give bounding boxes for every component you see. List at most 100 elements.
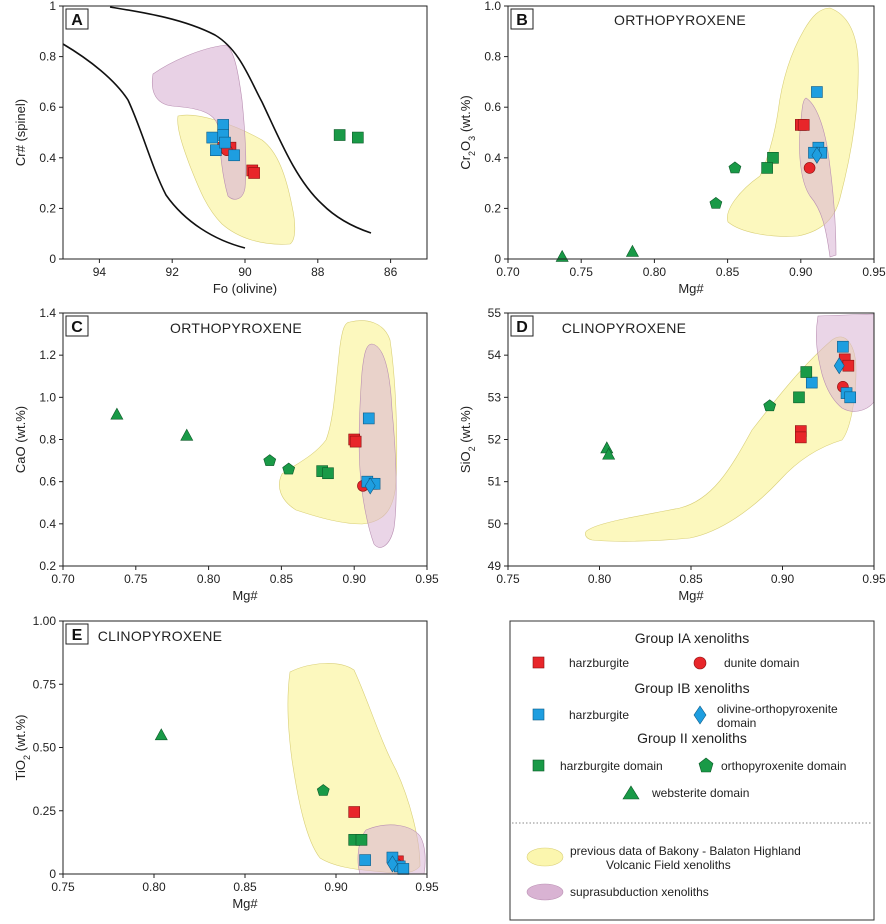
panel-d-ytick-label: 54: [488, 348, 502, 362]
panel-d-point: [805, 376, 818, 389]
panel-d-xtick-label: 0.85: [679, 572, 703, 586]
panel-c-label-box: [65, 315, 89, 337]
panel-a-point: [352, 131, 364, 144]
panel-b-point: [709, 196, 723, 209]
panel-d-point: [793, 391, 805, 404]
legend-group-ib-title: Group IB xenoliths: [634, 680, 749, 696]
legend-ia-harzburgite-marker: [532, 656, 545, 669]
panel-b-xtick-label: 0.95: [862, 265, 886, 279]
panel-b-point: [803, 162, 816, 174]
panel-b-xtick-label: 0.85: [716, 265, 740, 279]
panel-a-points: [206, 119, 364, 179]
panel-c-ytick-label: 1.0: [39, 390, 56, 404]
panel-e-point: [387, 855, 398, 873]
panel-d-axes: 0.75 0.80 0.85 0.90 0.95 49 50 51 52 53 54 55 Mg# SiO…: [458, 306, 886, 603]
panel-c-ytick-label: 1.2: [39, 348, 56, 362]
panel-b-yellow-field: [727, 7, 859, 237]
panel-b-ytick-label: 0.6: [484, 100, 501, 114]
panel-c-point: [282, 462, 296, 475]
legend-ii-harzburgite-label: harzburgite domain: [560, 759, 663, 773]
panel-a-point: [228, 149, 240, 162]
panel-d-label: D: [516, 319, 528, 336]
panel-b-xtick-label: 0.70: [496, 265, 520, 279]
panel-e-ytick-label: 0.75: [33, 677, 57, 691]
panel-a-point: [333, 129, 346, 141]
panel-d-fields: [585, 313, 875, 542]
panel-a-xtick-label: 94: [93, 265, 107, 279]
panel-c-point: [263, 454, 277, 466]
panel-b-xtick-label: 0.90: [789, 265, 813, 279]
panel-c-ytick-label: 1.4: [39, 306, 56, 320]
panel-e-xtick-label: 0.80: [142, 880, 166, 894]
panel-a-label-box: [65, 8, 89, 30]
panel-b-point: [761, 162, 773, 174]
legend-ia-harzburgite-label: harzburgite: [569, 656, 629, 670]
panel-e-xtick-label: 0.75: [51, 880, 75, 894]
panel-b: 0.70 0.75 0.80 0.85 0.90 0.95 0 0.2 0.4 0.6 0.8 1.0…: [458, 0, 886, 296]
panel-e-xtick-label: 0.95: [415, 880, 439, 894]
panel-b-ytick-label: 0.8: [484, 50, 501, 64]
panel-a-xtick-label: 88: [311, 265, 325, 279]
panel-d: 0.75 0.80 0.85 0.90 0.95 49 50 51 52 53 54 55 Mg# SiO…: [458, 306, 886, 603]
panel-e-point: [348, 806, 361, 818]
panel-a-xtick-label: 90: [238, 265, 252, 279]
panel-a-ylabel: Cr# (spinel): [13, 99, 28, 166]
panel-b-xlabel: Mg#: [678, 281, 704, 296]
legend-ia-dunite-label: dunite domain: [724, 656, 799, 670]
legend-group-ia-title: Group IA xenoliths: [635, 630, 749, 646]
panel-c-xtick-label: 0.70: [51, 572, 75, 586]
panel-c-ytick-label: 0.2: [39, 559, 56, 573]
panel-b-point: [797, 119, 810, 131]
legend-supra-label: suprasubduction xenoliths: [570, 885, 709, 899]
panel-a-axes: 94 92 90 88 86 0 0.2 0.4 0.6 0.8 1 Fo (olivine) Cr# …: [13, 0, 398, 296]
panel-a-ytick-label: 0.8: [39, 50, 56, 64]
panel-a-xtick-label: 86: [384, 265, 398, 279]
panel-d-ytick-label: 51: [488, 475, 502, 489]
panel-c-xtick-label: 0.75: [124, 572, 148, 586]
panel-c-point: [349, 435, 362, 448]
panel-c-ytick-label: 0.8: [39, 433, 56, 447]
panel-e-points: [154, 728, 410, 875]
panel-c-point: [180, 428, 194, 441]
panel-a-label: A: [71, 12, 83, 29]
panel-d-xtick-label: 0.75: [496, 572, 520, 586]
panel-c-xtick-label: 0.80: [197, 572, 221, 586]
panel-b-label: B: [516, 12, 528, 29]
panel-b-point: [728, 161, 742, 174]
panel-e: 0.75 0.80 0.85 0.90 0.95 0 0.25 0.50 0.75 1.00 Mg#…: [13, 614, 439, 911]
panel-d-point: [833, 357, 845, 375]
panel-a-ytick-label: 0.4: [39, 151, 56, 165]
panel-d-point: [837, 340, 849, 353]
panel-d-point: [794, 431, 807, 444]
panel-e-title: CLINOPYROXENE: [98, 628, 223, 644]
legend-field-yellow-swatch: [526, 847, 564, 867]
panel-b-point: [625, 244, 639, 257]
panel-e-xtick-label: 0.90: [324, 880, 348, 894]
panel-a-fields: [151, 44, 296, 245]
panel-e-pink-field: [357, 824, 426, 875]
panel-a-ytick-label: 0.6: [39, 100, 56, 114]
panel-a-pink-field: [151, 44, 247, 200]
panel-e-point: [397, 863, 410, 875]
panel-d-xlabel: Mg#: [678, 588, 704, 603]
panel-b-label-box: [510, 8, 534, 30]
panel-a-boundary-curve-left: [62, 43, 246, 249]
panel-b-ytick-label: 0: [494, 252, 501, 266]
panel-c-pink-field: [358, 343, 397, 548]
panel-b-fields: [727, 7, 859, 258]
legend-ib-harzburgite-label: harzburgite: [569, 708, 629, 722]
panel-e-point: [316, 784, 330, 796]
legend: Group IA xenoliths harzburgite dunite do…: [509, 620, 875, 921]
panel-d-ylabel: SiO2 (wt.%): [458, 406, 477, 473]
legend-ia-dunite-marker: [693, 656, 707, 670]
panel-d-xtick-label: 0.95: [862, 572, 886, 586]
panel-a-point: [217, 119, 229, 131]
legend-ii-orthopyroxenite-marker: [698, 757, 714, 773]
panel-c-label: C: [71, 319, 83, 336]
panel-e-label-box: [65, 623, 89, 645]
panel-e-axes: 0.75 0.80 0.85 0.90 0.95 0 0.25 0.50 0.75 1.00 Mg#…: [13, 614, 439, 911]
panel-c-point: [362, 412, 375, 425]
panel-a-xlabel: Fo (olivine): [213, 281, 277, 296]
panel-e-xlabel: Mg#: [232, 896, 258, 911]
